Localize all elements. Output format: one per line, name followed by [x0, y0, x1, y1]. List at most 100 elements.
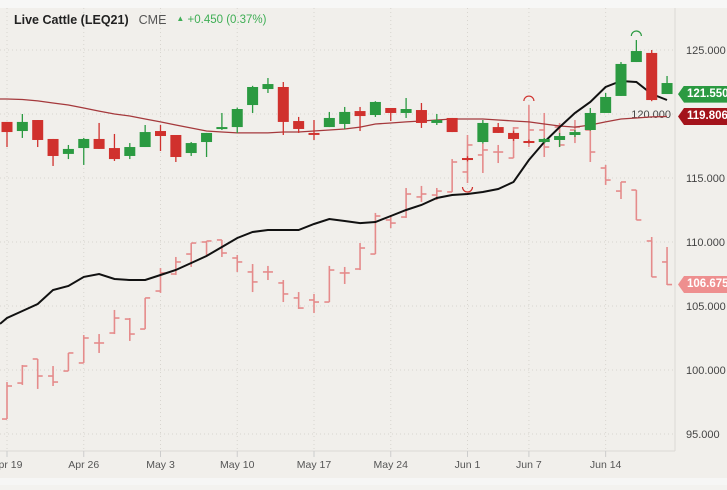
secondary-bar	[216, 239, 227, 257]
candle	[93, 122, 105, 149]
exchange-label: CME	[138, 13, 167, 27]
secondary-bar	[293, 292, 304, 309]
x-tick-label: Apr 26	[68, 459, 99, 471]
candle	[139, 125, 151, 148]
candle	[462, 156, 473, 162]
secondary-bar	[94, 334, 105, 353]
candle	[646, 50, 658, 102]
secondary-bar	[124, 318, 135, 341]
candle-body	[139, 132, 151, 148]
y-tick-label: 120.000	[631, 109, 671, 121]
x-tick-label: May 3	[146, 459, 175, 471]
candle	[201, 132, 213, 158]
candle-body	[293, 121, 305, 129]
candle-body	[354, 111, 366, 117]
y-tick-label: 105.000	[686, 301, 726, 313]
candle	[1, 121, 13, 148]
candle-body	[415, 110, 427, 123]
candle-body	[569, 132, 581, 135]
y-tick-label: 95.000	[686, 429, 720, 441]
last-price-tag: 121.550	[678, 85, 727, 103]
x-tick-label: Jun 14	[590, 459, 622, 471]
secondary-bar	[416, 185, 427, 202]
secondary-bar	[447, 159, 458, 193]
candle-body	[108, 148, 120, 160]
secondary-bar	[600, 164, 611, 186]
high-marker	[523, 95, 535, 102]
candle	[523, 139, 535, 144]
candle	[600, 93, 612, 113]
candle-body	[508, 132, 520, 139]
candle	[446, 117, 458, 133]
candle	[661, 75, 673, 95]
candle-body	[584, 112, 596, 130]
candle	[554, 132, 566, 148]
bottom-strip	[0, 478, 727, 485]
secondary-bar	[646, 237, 657, 278]
candle	[32, 120, 44, 148]
x-tick-label: Apr 19	[0, 459, 23, 471]
secondary-bar	[477, 143, 488, 174]
candle	[508, 130, 520, 141]
candle-body	[523, 141, 535, 144]
secondary-bar	[662, 246, 673, 286]
y-tick-label: 100.000	[686, 365, 726, 377]
candle	[16, 114, 28, 138]
candle-body	[615, 63, 627, 96]
candle	[492, 122, 504, 133]
chart-header: Live Cattle (LEQ21) CME ▲ +0.450 (0.37%)	[14, 11, 267, 29]
candle	[339, 106, 351, 129]
candle-body	[185, 143, 197, 154]
candle-body	[201, 132, 213, 143]
y-tick-label: 110.000	[686, 237, 725, 249]
candle-body	[1, 121, 13, 133]
secondary-bar	[385, 214, 396, 229]
change-value: +0.450 (0.37%)	[187, 14, 267, 26]
price-change: ▲ +0.450 (0.37%)	[176, 14, 266, 26]
secondary-price-tag: 106.675	[678, 276, 727, 294]
secondary-bar	[32, 358, 43, 389]
secondary-bar	[17, 365, 28, 385]
secondary-bar	[631, 189, 642, 221]
secondary-bar	[109, 309, 120, 335]
secondary-bar	[2, 382, 12, 420]
secondary-bar	[339, 266, 350, 284]
candle	[108, 133, 120, 161]
candle-body	[661, 83, 673, 95]
candle-body	[124, 147, 136, 156]
candle	[369, 101, 381, 117]
candle-body	[385, 107, 397, 113]
secondary-bar	[170, 256, 181, 276]
candle-body	[308, 132, 320, 135]
candle	[354, 106, 366, 132]
secondary-bar	[309, 293, 319, 314]
y-tick-label: 115.000	[686, 173, 725, 185]
high-marker	[630, 30, 642, 37]
candle	[216, 112, 228, 130]
candle	[308, 120, 320, 140]
candle	[155, 125, 166, 151]
candle-body	[369, 101, 381, 116]
candle-body	[277, 86, 289, 122]
candle-body	[216, 127, 228, 130]
x-tick-label: May 10	[220, 459, 255, 471]
secondary-bar	[140, 297, 151, 330]
candle	[47, 138, 59, 166]
candle-body	[170, 134, 182, 158]
candle	[400, 98, 412, 118]
secondary-bar	[201, 240, 212, 256]
candle	[185, 142, 197, 156]
candle	[277, 82, 289, 135]
secondary-bar	[616, 181, 626, 199]
candle-body	[339, 111, 351, 124]
secondary-bar	[247, 264, 258, 293]
candle-body	[78, 138, 90, 149]
candle	[231, 107, 243, 133]
secondary-bar	[355, 243, 366, 271]
moving-average-tag: 119.806	[678, 107, 727, 125]
secondary-bar	[493, 144, 504, 164]
secondary-bar	[370, 212, 381, 255]
x-tick-label: Jun 7	[516, 459, 542, 471]
